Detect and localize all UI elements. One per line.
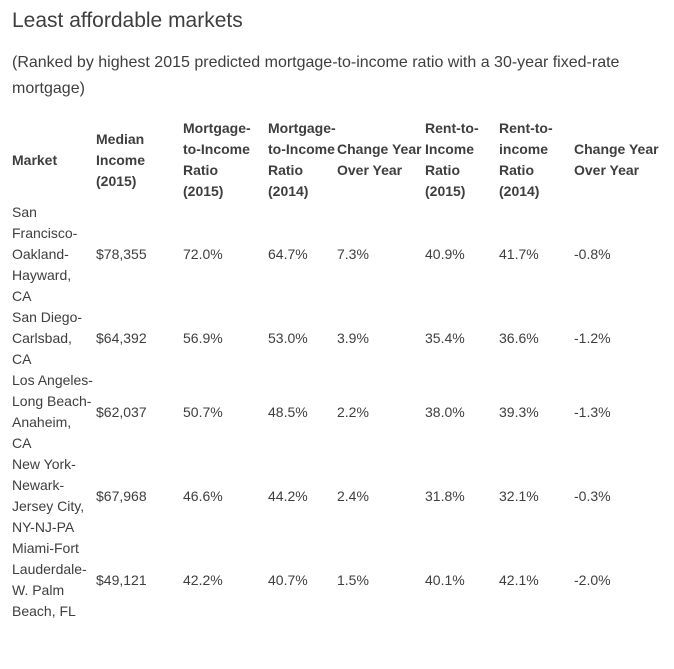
table-row: New York-Newark-Jersey City, NY-NJ-PA $6… (12, 454, 674, 538)
cell-market: Los Angeles-Long Beach-Anaheim, CA (12, 372, 93, 451)
cell-rent-to-income-2015: 35.4% (425, 330, 465, 346)
header-row: Market Median Income (2015) Mortgage-to-… (12, 118, 674, 202)
column-header-mortgage-to-income-2014: Mortgage-to-Income Ratio (2014) (268, 120, 336, 199)
page-title: Least affordable markets (12, 9, 243, 32)
cell-change-yoy-rent: -0.8% (574, 246, 611, 262)
cell-rent-to-income-2015: 40.1% (425, 571, 465, 588)
markets-table: Market Median Income (2015) Mortgage-to-… (12, 118, 674, 622)
table-row: San Francisco-Oakland-Hayward, CA $78,35… (12, 202, 674, 307)
cell-change-yoy-mortgage: 2.2% (337, 403, 369, 420)
cell-median-income: $67,968 (96, 487, 147, 504)
cell-rent-to-income-2015: 40.9% (425, 246, 465, 262)
cell-mortgage-to-income-2015: 56.9% (183, 330, 223, 346)
column-header-median-income-2015: Median Income (2015) (96, 130, 146, 189)
cell-rent-to-income-2014: 39.3% (499, 403, 539, 420)
cell-change-yoy-rent: -2.0% (574, 571, 611, 588)
cell-market: Miami-Fort Lauderdale-W. Palm Beach, FL (12, 540, 87, 619)
cell-median-income: $49,121 (96, 571, 147, 588)
cell-mortgage-to-income-2014: 64.7% (268, 246, 308, 262)
table-body: San Francisco-Oakland-Hayward, CA $78,35… (12, 202, 674, 622)
table-caption: (Ranked by highest 2015 predicted mortga… (12, 54, 620, 97)
cell-change-yoy-mortgage: 2.4% (337, 487, 369, 504)
table-row: Miami-Fort Lauderdale-W. Palm Beach, FL … (12, 538, 674, 622)
cell-mortgage-to-income-2015: 46.6% (183, 487, 223, 504)
table-header: Market Median Income (2015) Mortgage-to-… (12, 118, 674, 202)
cell-change-yoy-mortgage: 7.3% (337, 246, 369, 262)
column-header-rent-to-income-2014: Rent-to-income Ratio (2014) (499, 120, 553, 199)
cell-market: San Diego-Carlsbad, CA (12, 309, 83, 367)
column-header-mortgage-to-income-2015: Mortgage-to-Income Ratio (2015) (183, 120, 251, 199)
cell-rent-to-income-2014: 42.1% (499, 571, 539, 588)
cell-mortgage-to-income-2015: 42.2% (183, 571, 223, 588)
cell-mortgage-to-income-2015: 50.7% (183, 403, 223, 420)
cell-rent-to-income-2015: 31.8% (425, 487, 465, 504)
cell-rent-to-income-2014: 32.1% (499, 487, 539, 504)
cell-change-yoy-mortgage: 1.5% (337, 571, 369, 588)
cell-change-yoy-mortgage: 3.9% (337, 330, 369, 346)
column-header-change-yoy-mortgage: Change Year Over Year (337, 141, 422, 178)
cell-mortgage-to-income-2014: 53.0% (268, 330, 308, 346)
column-header-rent-to-income-2015: Rent-to-Income Ratio (2015) (425, 120, 479, 199)
cell-rent-to-income-2015: 38.0% (425, 403, 465, 420)
cell-change-yoy-rent: -0.3% (574, 487, 611, 504)
cell-market: New York-Newark-Jersey City, NY-NJ-PA (12, 456, 85, 535)
cell-mortgage-to-income-2014: 40.7% (268, 571, 308, 588)
cell-mortgage-to-income-2014: 48.5% (268, 403, 308, 420)
cell-change-yoy-rent: -1.3% (574, 403, 611, 420)
cell-median-income: $64,392 (96, 330, 147, 346)
column-header-market: Market (12, 151, 58, 168)
cell-mortgage-to-income-2014: 44.2% (268, 487, 308, 504)
cell-mortgage-to-income-2015: 72.0% (183, 246, 223, 262)
cell-change-yoy-rent: -1.2% (574, 330, 611, 346)
cell-median-income: $62,037 (96, 403, 147, 420)
table-row: San Diego-Carlsbad, CA $64,392 56.9% 53.… (12, 307, 674, 370)
column-header-change-yoy-rent: Change Year Over Year (574, 141, 659, 178)
table-row: Los Angeles-Long Beach-Anaheim, CA $62,0… (12, 370, 674, 454)
cell-market: San Francisco-Oakland-Hayward, CA (12, 204, 78, 304)
cell-rent-to-income-2014: 36.6% (499, 330, 539, 346)
cell-median-income: $78,355 (96, 246, 147, 262)
cell-rent-to-income-2014: 41.7% (499, 246, 539, 262)
